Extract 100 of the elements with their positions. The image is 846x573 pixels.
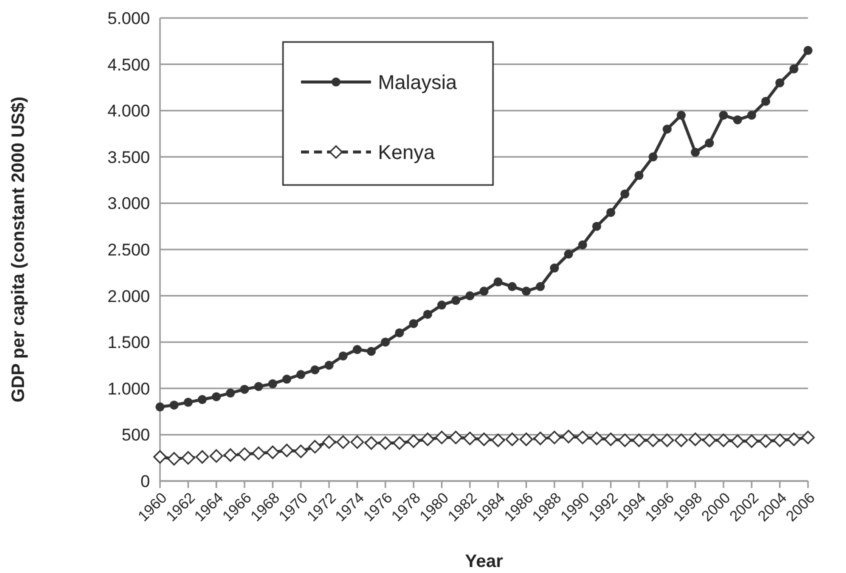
- point: [198, 395, 207, 404]
- point: [378, 436, 392, 450]
- point: [451, 296, 460, 305]
- point: [463, 432, 477, 446]
- point: [254, 382, 264, 392]
- point: [196, 450, 210, 464]
- point: [688, 432, 702, 446]
- point: [604, 432, 618, 446]
- y-tick-label: 2.000: [107, 286, 150, 306]
- point: [352, 345, 362, 354]
- point: [322, 435, 336, 449]
- point: [184, 398, 193, 407]
- point: [520, 432, 534, 446]
- point: [380, 338, 390, 347]
- point: [618, 434, 632, 448]
- point: [690, 148, 700, 157]
- point: [170, 400, 179, 410]
- point: [181, 451, 195, 465]
- point: [716, 434, 730, 448]
- y-tick-label: 5.000: [107, 8, 150, 28]
- point: [730, 434, 744, 448]
- point: [449, 430, 463, 444]
- point: [562, 430, 576, 444]
- point: [660, 434, 674, 448]
- point: [548, 430, 562, 444]
- legend-label: Kenya: [378, 142, 436, 164]
- point: [606, 208, 616, 217]
- y-tick-label: 1.500: [107, 333, 150, 352]
- point: [775, 78, 784, 88]
- y-tick-label: 1.000: [107, 379, 150, 398]
- point: [423, 310, 432, 319]
- y-tick-label: 0: [140, 472, 150, 491]
- point: [394, 328, 404, 338]
- point: [758, 434, 772, 448]
- point: [733, 115, 742, 124]
- point: [536, 282, 545, 292]
- point: [310, 365, 320, 374]
- x-axis-title: Year: [464, 551, 504, 571]
- point: [392, 436, 406, 450]
- point: [662, 124, 672, 134]
- point: [296, 370, 306, 380]
- y-axis-title: GDP per capita (constant 2000 US$): [8, 96, 28, 402]
- point: [789, 64, 798, 74]
- point: [406, 434, 420, 448]
- point: [350, 435, 364, 449]
- point: [564, 250, 574, 259]
- point: [718, 110, 728, 120]
- point: [491, 434, 505, 448]
- point: [282, 374, 292, 384]
- point: [409, 319, 418, 328]
- y-tick-label: 4.000: [107, 102, 150, 121]
- point: [268, 379, 278, 388]
- point: [167, 452, 181, 466]
- point: [338, 351, 348, 360]
- point: [773, 434, 787, 448]
- point: [744, 434, 758, 448]
- point: [434, 430, 448, 444]
- point: [576, 430, 590, 444]
- point: [704, 138, 714, 148]
- point: [294, 444, 308, 458]
- point: [252, 446, 266, 460]
- point: [676, 110, 686, 120]
- point: [366, 346, 376, 356]
- point: [620, 189, 630, 198]
- point: [804, 46, 812, 55]
- y-tick-label: 3.000: [107, 194, 150, 214]
- point: [578, 240, 588, 250]
- point: [480, 286, 488, 296]
- point: [648, 152, 658, 162]
- point: [508, 282, 517, 292]
- point: [212, 392, 221, 402]
- point: [336, 435, 350, 449]
- point: [494, 277, 503, 286]
- point: [632, 434, 646, 448]
- point: [477, 432, 491, 446]
- point: [226, 388, 235, 398]
- point: [550, 264, 559, 273]
- y-tick-label: 500: [122, 426, 150, 445]
- point: [747, 110, 756, 120]
- point: [702, 434, 716, 448]
- point: [646, 434, 660, 448]
- y-tick-label: 3.500: [107, 148, 150, 167]
- point: [224, 448, 238, 462]
- point: [674, 434, 688, 448]
- point: [280, 444, 294, 458]
- point: [522, 286, 531, 296]
- point: [156, 402, 164, 412]
- point: [787, 432, 801, 446]
- point: [324, 360, 334, 370]
- point: [238, 447, 252, 461]
- point: [153, 450, 167, 464]
- point: [420, 432, 434, 446]
- point: [240, 384, 250, 394]
- point: [437, 300, 446, 310]
- point: [634, 170, 644, 180]
- y-tick-label: 2.500: [107, 240, 150, 260]
- point: [210, 449, 224, 463]
- point: [266, 446, 280, 460]
- point: [761, 96, 770, 106]
- point: [592, 222, 602, 231]
